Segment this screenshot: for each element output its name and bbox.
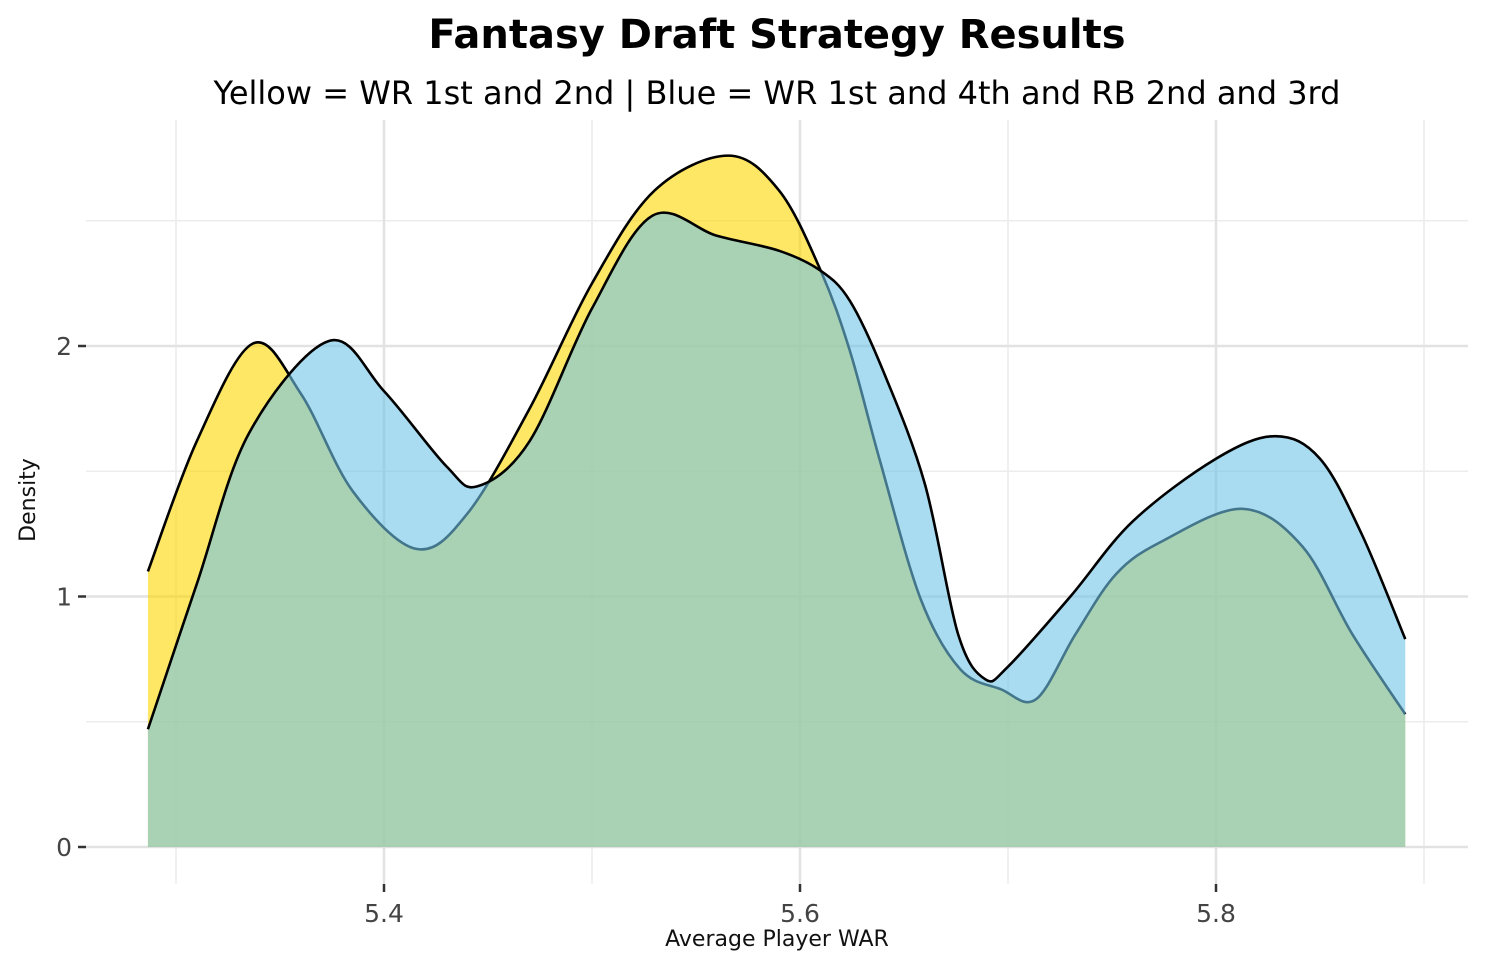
x-tick-label: 5.4 — [364, 899, 404, 928]
y-tick-label: 2 — [56, 332, 72, 361]
x-axis-title: Average Player WAR — [665, 927, 889, 952]
x-tick-label: 5.6 — [780, 899, 820, 928]
chart-subtitle: Yellow = WR 1st and 2nd | Blue = WR 1st … — [213, 74, 1341, 112]
blue-density-line — [146, 211, 1407, 730]
x-tick-label: 5.8 — [1196, 899, 1236, 928]
blue-density-area — [147, 212, 1406, 848]
y-axis-title: Density — [16, 458, 41, 542]
chart-title: Fantasy Draft Strategy Results — [428, 12, 1125, 58]
axes: 0 1 2 5.4 5.6 5.8 — [56, 332, 1236, 928]
density-areas — [146, 154, 1407, 848]
y-tick-label: 1 — [56, 583, 72, 612]
y-tick-label: 0 — [56, 833, 72, 862]
